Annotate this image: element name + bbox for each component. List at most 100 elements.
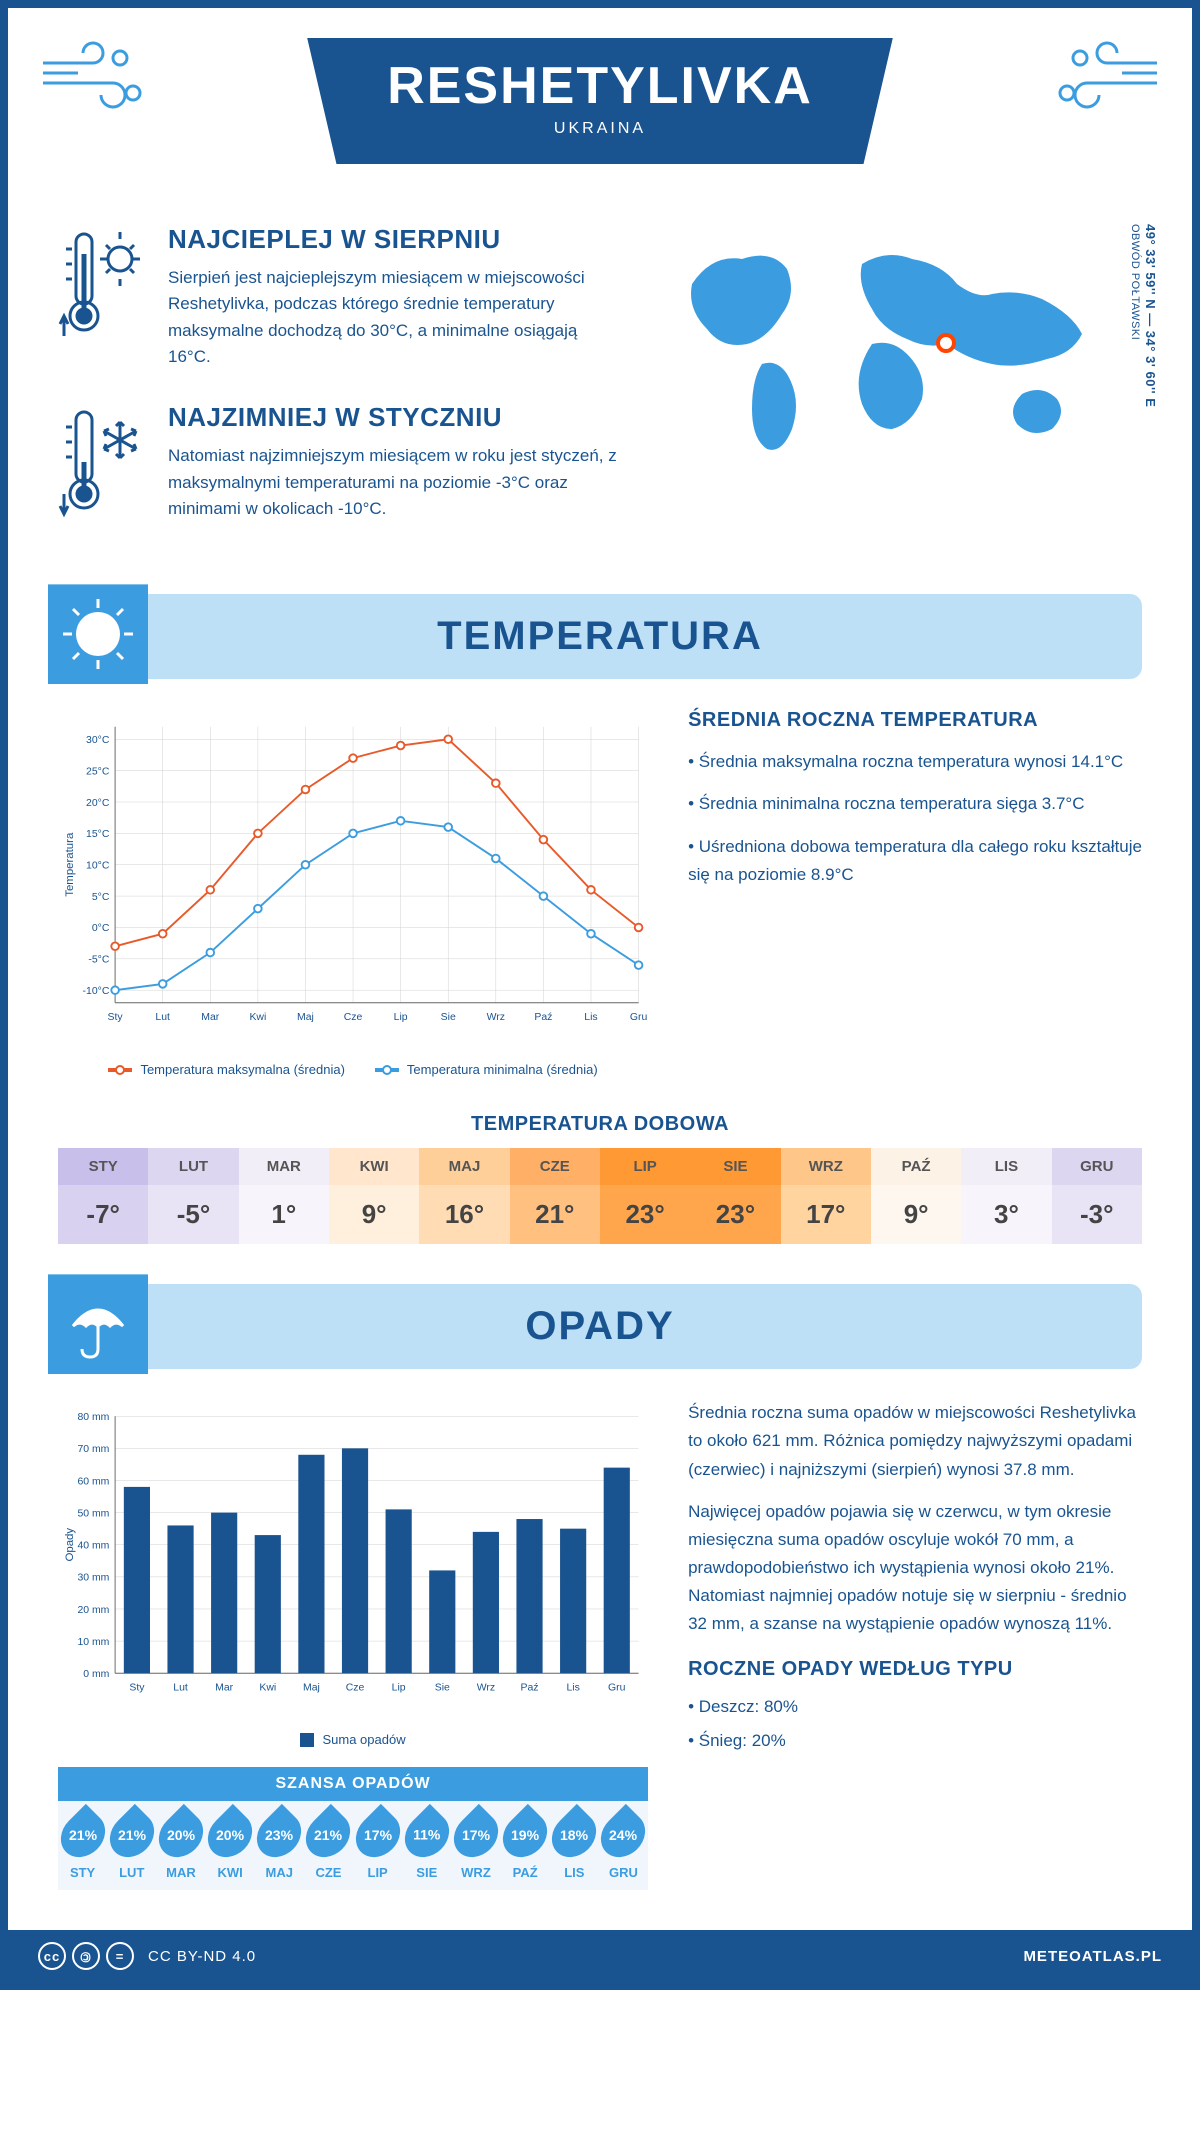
precipitation-info: Średnia roczna suma opadów w miejscowośc… — [688, 1399, 1142, 1910]
wind-icon — [38, 38, 148, 132]
svg-text:Maj: Maj — [303, 1683, 320, 1694]
temp-table-cell: MAJ16° — [419, 1148, 509, 1244]
precip-chance-month: MAJ — [255, 1865, 304, 1880]
raindrop-icon: 17% — [346, 1804, 408, 1866]
svg-text:30°C: 30°C — [86, 735, 110, 746]
temp-month-label: KWI — [329, 1148, 419, 1185]
svg-text:Wrz: Wrz — [477, 1683, 495, 1694]
nd-icon: = — [106, 1942, 134, 1970]
temp-table-cell: STY-7° — [58, 1148, 148, 1244]
svg-text:Lis: Lis — [566, 1683, 579, 1694]
precip-chance-month: PAŹ — [501, 1865, 550, 1880]
precip-chance-month: CZE — [304, 1865, 353, 1880]
temp-month-label: MAR — [239, 1148, 329, 1185]
temp-table-cell: LIS3° — [961, 1148, 1051, 1244]
temp-table-cell: GRU-3° — [1052, 1148, 1142, 1244]
legend-swatch — [108, 1068, 132, 1072]
temperature-chart-section: -10°C-5°C0°C5°C10°C15°C20°C25°C30°CStyLu… — [8, 679, 1192, 1097]
precip-chance-cell: 18%LIS — [550, 1811, 599, 1880]
license-badges: cc 🄯 = CC BY-ND 4.0 — [38, 1942, 256, 1970]
svg-text:5°C: 5°C — [92, 892, 110, 903]
raindrop-icon: 20% — [199, 1804, 261, 1866]
precip-chance-month: LUT — [107, 1865, 156, 1880]
svg-text:70 mm: 70 mm — [77, 1445, 109, 1456]
thermometer-snow-icon — [58, 402, 148, 522]
temp-table-cell: CZE21° — [510, 1148, 600, 1244]
precip-chance-cell: 17%WRZ — [451, 1811, 500, 1880]
legend-item: Temperatura maksymalna (średnia) — [108, 1062, 344, 1077]
avg-temp-title: ŚREDNIA ROCZNA TEMPERATURA — [688, 709, 1142, 732]
svg-text:Sie: Sie — [441, 1012, 456, 1023]
precip-chance-month: GRU — [599, 1865, 648, 1880]
svg-text:Lut: Lut — [155, 1012, 170, 1023]
temp-value: -3° — [1052, 1185, 1142, 1244]
temperature-section-header: TEMPERATURA — [58, 594, 1142, 679]
temp-value: -5° — [148, 1185, 238, 1244]
raindrop-icon: 19% — [494, 1804, 556, 1866]
umbrella-icon — [48, 1274, 148, 1374]
temp-value: 9° — [871, 1185, 961, 1244]
coords-value: 49° 33' 59'' N — 34° 3' 60'' E — [1143, 224, 1158, 407]
world-map — [662, 224, 1112, 464]
precip-chance-title: SZANSA OPADÓW — [58, 1767, 648, 1801]
temp-value: 1° — [239, 1185, 329, 1244]
precip-chance-cell: 21%LUT — [107, 1811, 156, 1880]
precip-chance-value: 24% — [609, 1827, 637, 1843]
svg-text:15°C: 15°C — [86, 830, 110, 841]
svg-text:Mar: Mar — [201, 1012, 220, 1023]
temp-month-label: CZE — [510, 1148, 600, 1185]
license-text: CC BY-ND 4.0 — [148, 1948, 256, 1965]
precip-chance-cell: 11%SIE — [402, 1811, 451, 1880]
precip-chance-month: MAR — [156, 1865, 205, 1880]
precip-chance-month: LIS — [550, 1865, 599, 1880]
precipitation-legend: Suma opadów — [58, 1732, 648, 1747]
temp-month-label: GRU — [1052, 1148, 1142, 1185]
svg-text:-5°C: -5°C — [88, 955, 109, 966]
temp-month-label: WRZ — [781, 1148, 871, 1185]
precip-chance-value: 20% — [216, 1827, 244, 1843]
precip-chance-month: LIP — [353, 1865, 402, 1880]
precip-chance-value: 17% — [364, 1827, 392, 1843]
hottest-title: NAJCIEPLEJ W SIERPNIU — [168, 224, 622, 255]
temp-month-label: LUT — [148, 1148, 238, 1185]
raindrop-icon: 21% — [51, 1804, 113, 1866]
temp-month-label: PAŹ — [871, 1148, 961, 1185]
precipitation-chart-section: 0 mm10 mm20 mm30 mm40 mm50 mm60 mm70 mm8… — [8, 1369, 1192, 1930]
page-footer: cc 🄯 = CC BY-ND 4.0 METEOATLAS.PL — [8, 1930, 1192, 1982]
hottest-block: NAJCIEPLEJ W SIERPNIU Sierpień jest najc… — [58, 224, 622, 370]
raindrop-icon: 18% — [543, 1804, 605, 1866]
raindrop-icon: 11% — [396, 1804, 458, 1866]
svg-text:60 mm: 60 mm — [77, 1477, 109, 1488]
svg-text:Lis: Lis — [584, 1012, 597, 1023]
precip-chance-value: 17% — [462, 1827, 490, 1843]
precip-chance-cell: 23%MAJ — [255, 1811, 304, 1880]
svg-text:Maj: Maj — [297, 1012, 314, 1023]
precip-chance-cell: 24% GRU — [599, 1811, 648, 1880]
legend-item: Suma opadów — [300, 1732, 405, 1747]
precipitation-chart: 0 mm10 mm20 mm30 mm40 mm50 mm60 mm70 mm8… — [58, 1399, 648, 1910]
svg-text:Cze: Cze — [344, 1012, 363, 1023]
svg-text:Mar: Mar — [215, 1683, 234, 1694]
svg-text:Lut: Lut — [173, 1683, 188, 1694]
temp-month-label: MAJ — [419, 1148, 509, 1185]
temp-month-label: STY — [58, 1148, 148, 1185]
precip-chance-value: 19% — [511, 1827, 539, 1843]
daily-temp-table: STY-7°LUT-5°MAR1°KWI9°MAJ16°CZE21°LIP23°… — [58, 1148, 1142, 1244]
site-name: METEOATLAS.PL — [1023, 1948, 1162, 1965]
precipitation-title: OPADY — [58, 1304, 1142, 1349]
svg-text:-10°C: -10°C — [83, 986, 110, 997]
precip-text2: Najwięcej opadów pojawia się w czerwcu, … — [688, 1498, 1142, 1638]
svg-text:0°C: 0°C — [92, 924, 110, 935]
svg-text:Sty: Sty — [108, 1012, 124, 1023]
avg-temp-item: • Średnia minimalna roczna temperatura s… — [688, 790, 1142, 818]
avg-temp-item: • Średnia maksymalna roczna temperatura … — [688, 748, 1142, 776]
svg-text:50 mm: 50 mm — [77, 1509, 109, 1520]
precip-chance-block: SZANSA OPADÓW 21%STY21%LUT20%MAR20%KWI23… — [58, 1767, 648, 1890]
legend-swatch — [375, 1068, 399, 1072]
temp-value: 16° — [419, 1185, 509, 1244]
raindrop-icon: 24% — [592, 1804, 654, 1866]
temp-table-cell: KWI9° — [329, 1148, 419, 1244]
precip-chance-value: 20% — [167, 1827, 195, 1843]
precip-chance-cell: 21%STY — [58, 1811, 107, 1880]
precip-types-title: ROCZNE OPADY WEDŁUG TYPU — [688, 1658, 1142, 1681]
